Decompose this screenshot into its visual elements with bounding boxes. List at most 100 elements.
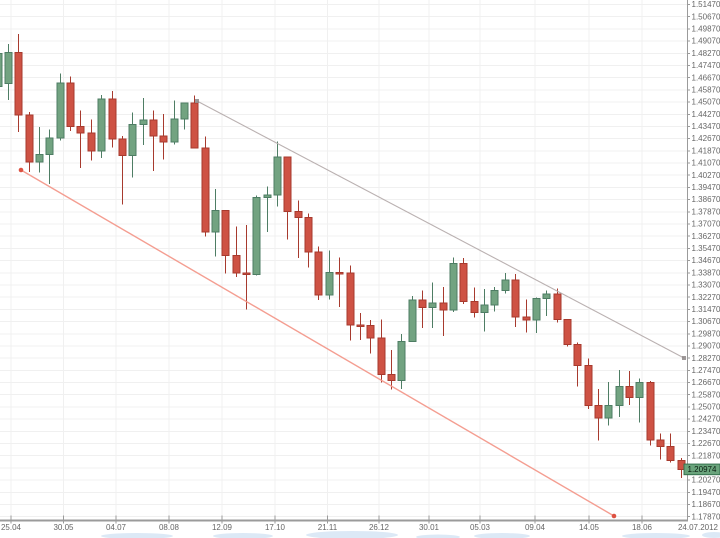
candle-down xyxy=(294,200,303,259)
candle-down xyxy=(190,95,199,149)
price-tick-label: 1.41070 xyxy=(692,159,720,168)
time-axis-labels: 25.04 30.05 04.07 08.08 12.09 17.10 21.11 26.12… xyxy=(1,523,719,532)
candle-down xyxy=(335,257,344,307)
trendline-handle[interactable] xyxy=(611,513,617,519)
candle-up xyxy=(501,273,510,294)
price-tick-label: 1.36270 xyxy=(692,232,720,241)
upper-channel-trendline[interactable] xyxy=(195,99,686,360)
candlestick-series xyxy=(0,34,686,478)
price-tick-label: 1.33870 xyxy=(692,268,720,277)
candle-down xyxy=(646,380,655,446)
background-artifacts xyxy=(101,531,720,538)
trendline-handle[interactable] xyxy=(195,99,199,103)
candle-up xyxy=(397,333,406,390)
candle-up xyxy=(4,43,13,101)
price-tick-label: 1.48270 xyxy=(692,49,720,58)
price-tick-label: 1.25070 xyxy=(692,403,720,412)
candle-up xyxy=(604,381,613,426)
candle-up xyxy=(542,290,551,317)
date-tick-label: 04.07 xyxy=(106,523,127,532)
candle-down xyxy=(418,290,427,328)
candle-up xyxy=(408,296,417,343)
date-tick-label: 08.08 xyxy=(159,523,180,532)
candle-down xyxy=(14,34,23,133)
date-tick-label: 24.07.2012 xyxy=(678,523,719,532)
axis-lines xyxy=(0,0,688,522)
date-tick-label: 17.10 xyxy=(265,523,286,532)
candle-up xyxy=(56,73,65,141)
candle-down xyxy=(625,370,634,406)
price-tick-label: 1.40270 xyxy=(692,171,720,180)
candle-up xyxy=(325,250,334,300)
candle-down xyxy=(66,76,75,132)
candle-down xyxy=(118,136,127,205)
price-tick-label: 1.29070 xyxy=(692,342,720,351)
candle-up xyxy=(263,186,272,232)
price-tick-label: 1.37070 xyxy=(692,220,720,229)
date-tick-label: 12.09 xyxy=(212,523,233,532)
drawn-trendlines[interactable] xyxy=(18,99,686,519)
current-price-tag: 1.20974 xyxy=(683,463,720,476)
candle-up xyxy=(0,52,3,88)
price-tick-label: 1.19470 xyxy=(692,488,720,497)
candle-down xyxy=(356,313,365,341)
candle-down xyxy=(108,91,117,148)
date-tick-label: 18.06 xyxy=(632,523,653,532)
price-tick-label: 1.37870 xyxy=(692,207,720,216)
candle-down xyxy=(573,342,582,387)
candle-up xyxy=(273,141,282,207)
candle-up xyxy=(615,370,624,417)
price-tick-label: 1.28270 xyxy=(692,354,720,363)
candle-down xyxy=(563,318,572,347)
candle-up xyxy=(128,112,137,178)
candle-down xyxy=(553,288,562,323)
candle-up xyxy=(449,257,458,312)
candle-up xyxy=(532,297,541,333)
candle-down xyxy=(666,433,675,463)
candle-down xyxy=(201,136,210,237)
price-tick-label: 1.45070 xyxy=(692,98,720,107)
price-tick-label: 1.20270 xyxy=(692,476,720,485)
price-tick-label: 1.22670 xyxy=(692,439,720,448)
candle-up xyxy=(252,195,261,276)
candle-down xyxy=(149,110,158,171)
candle-down xyxy=(470,287,479,318)
candle-up xyxy=(139,97,148,146)
price-tick-label: 1.32270 xyxy=(692,293,720,302)
candle-down xyxy=(232,226,241,277)
candle-down xyxy=(366,320,375,354)
price-tick-label: 1.39470 xyxy=(692,183,720,192)
candle-down xyxy=(283,156,292,240)
price-tick-label: 1.21870 xyxy=(692,451,720,460)
candle-down xyxy=(25,111,34,173)
candle-down xyxy=(242,225,251,310)
candle-down xyxy=(656,433,665,460)
date-tick-label: 09.04 xyxy=(525,523,546,532)
date-tick-label: 25.04 xyxy=(1,523,22,532)
trendline-handle[interactable] xyxy=(682,356,686,360)
date-tick-label: 26.12 xyxy=(369,523,390,532)
candle-up xyxy=(35,126,44,173)
candle-up xyxy=(635,378,644,423)
date-tick-label: 05.03 xyxy=(470,523,491,532)
price-tick-label: 1.26670 xyxy=(692,378,720,387)
lower-channel-trendline[interactable] xyxy=(18,167,617,519)
price-tick-label: 1.51470 xyxy=(692,0,720,9)
price-tick-label: 1.49870 xyxy=(692,24,720,33)
candle-up xyxy=(211,188,220,257)
candle-down xyxy=(459,257,468,304)
candle-up xyxy=(170,100,179,145)
price-tick-label: 1.24270 xyxy=(692,415,720,424)
date-tick-label: 30.01 xyxy=(419,523,440,532)
price-tick-label: 1.23470 xyxy=(692,427,720,436)
price-tick-label: 1.30670 xyxy=(692,317,720,326)
candle-up xyxy=(428,282,437,328)
candle-down xyxy=(76,110,85,169)
trendline-handle[interactable] xyxy=(18,167,24,173)
price-tick-label: 1.50670 xyxy=(692,12,720,21)
candle-down xyxy=(304,213,313,268)
price-tick-label: 1.44270 xyxy=(692,110,720,119)
date-tick-label: 21.11 xyxy=(318,523,338,532)
